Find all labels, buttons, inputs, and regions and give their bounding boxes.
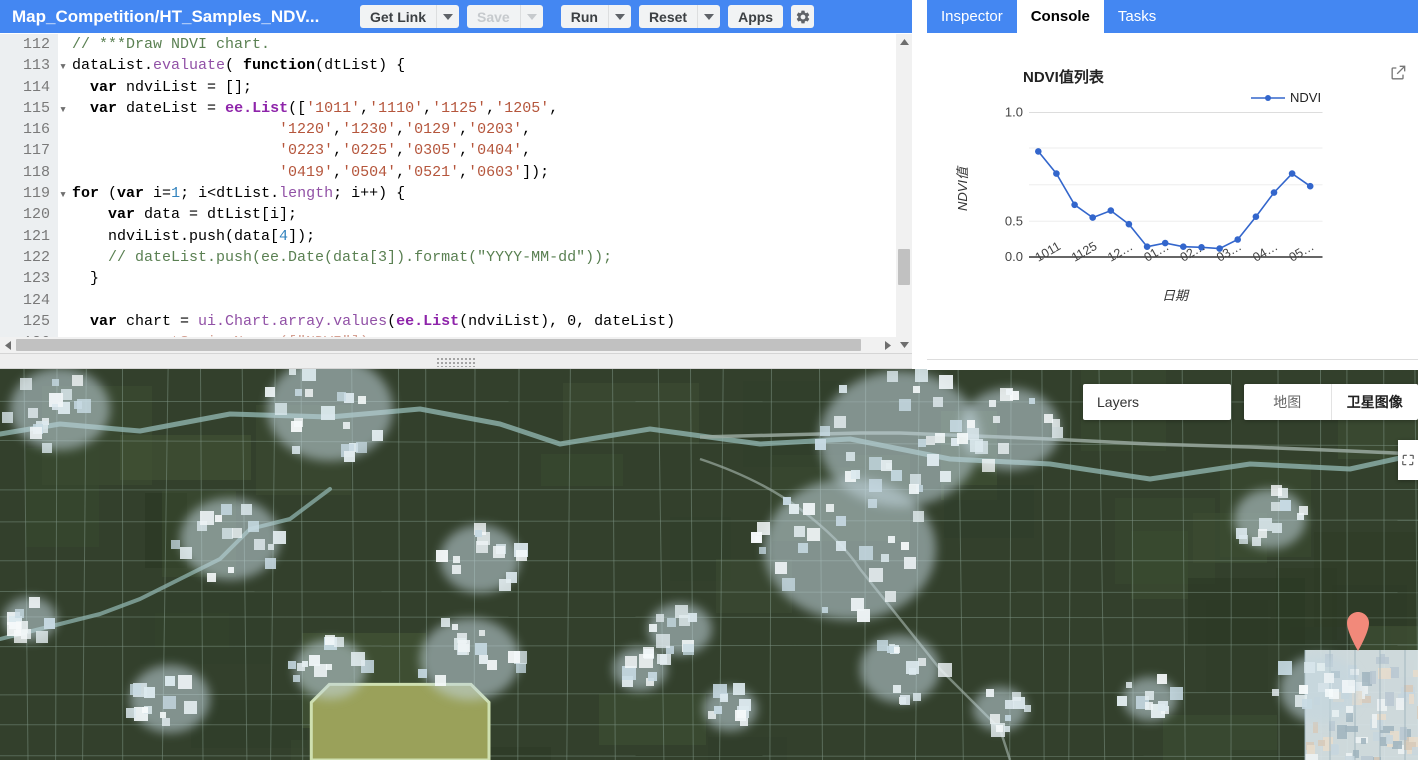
svg-text:0.0: 0.0 <box>1005 249 1023 264</box>
svg-text:12…: 12… <box>1105 239 1135 264</box>
svg-text:04…: 04… <box>1250 239 1280 264</box>
svg-text:1.0: 1.0 <box>1005 105 1023 120</box>
svg-text:NDVI值: NDVI值 <box>955 165 970 211</box>
svg-text:03…: 03… <box>1214 239 1244 264</box>
svg-text:1125: 1125 <box>1069 239 1099 265</box>
svg-text:日期: 日期 <box>1162 288 1190 303</box>
svg-text:1011: 1011 <box>1033 239 1063 265</box>
svg-text:02…: 02… <box>1178 239 1208 264</box>
svg-text:0.5: 0.5 <box>1005 213 1023 228</box>
svg-text:05…: 05… <box>1287 239 1317 264</box>
